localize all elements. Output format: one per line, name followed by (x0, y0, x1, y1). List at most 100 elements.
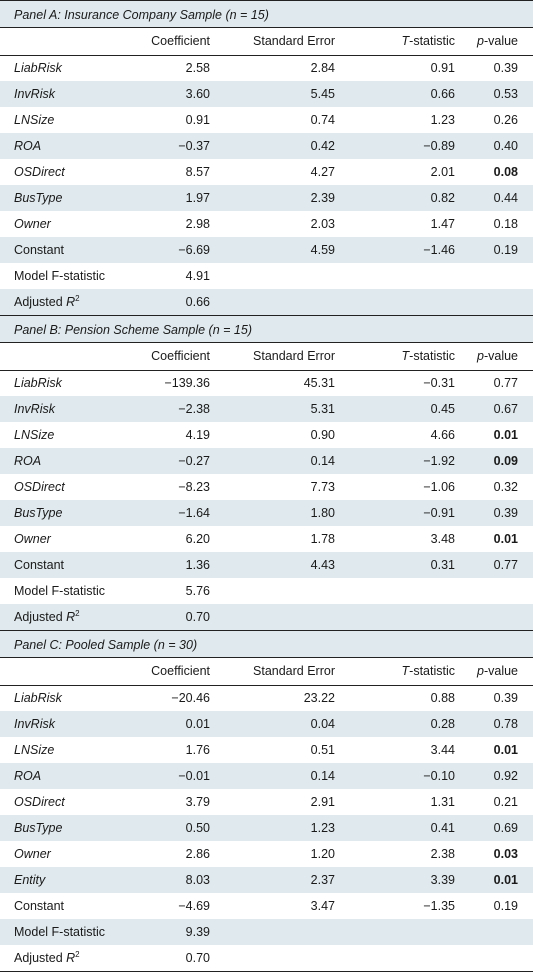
table-row: BusType 0.50 1.23 0.41 0.69 (0, 815, 533, 841)
standard-error-cell: 0.14 (210, 448, 335, 474)
row-label: BusType (0, 500, 130, 526)
standard-error-cell (210, 263, 335, 289)
standard-error-cell: 4.59 (210, 237, 335, 263)
panel-table: Coefficient Standard Error T-statistic p-va… (0, 658, 533, 972)
table-row: Owner 6.20 1.78 3.48 0.01 (0, 526, 533, 552)
coefficient-cell: 9.39 (130, 919, 210, 945)
row-label: Model F-statistic (14, 269, 105, 283)
row-label: Constant (0, 237, 130, 263)
table-row: Entity 8.03 2.37 3.39 0.01 (0, 867, 533, 893)
row-label: ROA (0, 448, 130, 474)
standard-error-cell (210, 578, 335, 604)
table-row: InvRisk 0.01 0.04 0.28 0.78 (0, 711, 533, 737)
p-value-cell: 0.77 (493, 376, 518, 391)
p-value-cell: 0.01 (493, 743, 518, 757)
coefficient-cell: −2.38 (130, 396, 210, 422)
p-value-cell: 0.44 (455, 185, 533, 211)
header-standard-error: Standard Error (210, 28, 335, 56)
coefficient-cell: 0.91 (185, 113, 210, 127)
p-value-cell (455, 945, 533, 972)
panel-table: Coefficient Standard Error T-statistic p-va… (0, 343, 533, 630)
coefficient-cell: −0.37 (130, 133, 210, 159)
table-row: LiabRisk −139.36 45.31 −0.31 0.77 (0, 370, 533, 396)
coefficient-cell: −4.69 (178, 899, 210, 913)
row-label: BusType (0, 815, 130, 841)
t-statistic-cell: −1.35 (423, 899, 455, 913)
t-statistic-cell: 1.31 (430, 795, 455, 809)
row-label: InvRisk (0, 81, 130, 107)
p-value-cell: 0.92 (455, 763, 533, 789)
row-label: OSDirect (14, 795, 65, 809)
standard-error-cell: 2.37 (210, 867, 335, 893)
row-label: Entity (0, 867, 130, 893)
standard-error-cell: 2.84 (310, 61, 335, 76)
standard-error-cell: 2.91 (310, 795, 335, 809)
table-row: LNSize 0.91 0.74 1.23 0.26 (0, 107, 533, 133)
header-standard-error: Standard Error (210, 343, 335, 371)
table-row: LNSize 1.76 0.51 3.44 0.01 (0, 737, 533, 763)
row-label: Adjusted R2 (0, 604, 130, 630)
t-statistic-cell: 0.31 (335, 552, 455, 578)
p-value-cell: 0.77 (455, 552, 533, 578)
row-label: LiabRisk (14, 691, 62, 706)
table-row: LiabRisk −20.46 23.22 0.88 0.39 (0, 685, 533, 711)
table-row: Adjusted R2 0.70 (0, 945, 533, 972)
coefficient-cell: 8.57 (185, 165, 210, 179)
standard-error-cell: 4.27 (310, 165, 335, 179)
table-row: InvRisk 3.60 5.45 0.66 0.53 (0, 81, 533, 107)
t-statistic-cell (335, 289, 455, 315)
table-row: Adjusted R2 0.70 (0, 604, 533, 630)
row-label: OSDirect (14, 165, 65, 179)
coefficient-cell: 3.79 (185, 795, 210, 809)
panel-title-prefix: Panel B: Pension Scheme Sample ( (14, 323, 213, 337)
p-value-cell: 0.67 (455, 396, 533, 422)
column-header-row: Coefficient Standard Error T-statistic p-va… (0, 343, 533, 371)
p-value-cell: 0.01 (455, 867, 533, 893)
coefficient-cell: 4.91 (185, 269, 210, 283)
coefficient-cell: 0.01 (130, 711, 210, 737)
panel-sample-size: n = 30 (157, 638, 193, 652)
t-statistic-cell: 2.01 (430, 165, 455, 179)
column-header-row: Coefficient Standard Error T-statistic p-va… (0, 658, 533, 686)
row-label: InvRisk (0, 396, 130, 422)
panel-table: Coefficient Standard Error T-statistic p-va… (0, 28, 533, 315)
t-statistic-cell: 2.38 (430, 847, 455, 861)
t-statistic-cell (335, 919, 455, 945)
coefficient-cell: −20.46 (171, 691, 210, 706)
t-statistic-cell: −0.31 (423, 376, 455, 391)
panel-title: Panel C: Pooled Sample (n = 30) (0, 630, 533, 658)
p-value-cell: 0.09 (455, 448, 533, 474)
table-row: Model F-statistic 4.91 (0, 263, 533, 289)
header-t-statistic: T-statistic (335, 28, 455, 56)
p-value-cell: 0.40 (455, 133, 533, 159)
p-value-cell (455, 289, 533, 315)
table-row: ROA −0.37 0.42 −0.89 0.40 (0, 133, 533, 159)
row-label: Adjusted R2 (0, 945, 130, 972)
row-label: Owner (14, 847, 51, 861)
table-row: OSDirect 3.79 2.91 1.31 0.21 (0, 789, 533, 815)
table-row: LiabRisk 2.58 2.84 0.91 0.39 (0, 55, 533, 81)
coefficient-cell: 1.97 (130, 185, 210, 211)
standard-error-cell: 2.39 (210, 185, 335, 211)
row-label: Constant (14, 899, 65, 913)
table-row: Adjusted R2 0.66 (0, 289, 533, 315)
standard-error-cell: 1.78 (310, 532, 335, 546)
standard-error-cell (210, 919, 335, 945)
table-row: ROA −0.27 0.14 −1.92 0.09 (0, 448, 533, 474)
table-row: LNSize 4.19 0.90 4.66 0.01 (0, 422, 533, 448)
p-value-cell: 0.39 (493, 61, 518, 76)
panel-title-prefix: Panel A: Insurance Company Sample ( (14, 8, 230, 22)
standard-error-cell: 0.04 (210, 711, 335, 737)
coefficient-cell: 2.98 (185, 217, 210, 231)
header-p-value: p-value (455, 28, 533, 56)
header-blank (0, 658, 130, 686)
row-label: Model F-statistic (14, 584, 105, 598)
row-label: Adjusted R2 (0, 289, 130, 315)
coefficient-cell: 3.60 (130, 81, 210, 107)
p-value-cell: 0.53 (455, 81, 533, 107)
t-statistic-cell: 3.44 (430, 743, 455, 757)
standard-error-cell: 1.20 (310, 847, 335, 861)
coefficient-cell: 2.86 (185, 847, 210, 861)
t-statistic-cell: 0.82 (335, 185, 455, 211)
row-label: LNSize (14, 428, 55, 442)
